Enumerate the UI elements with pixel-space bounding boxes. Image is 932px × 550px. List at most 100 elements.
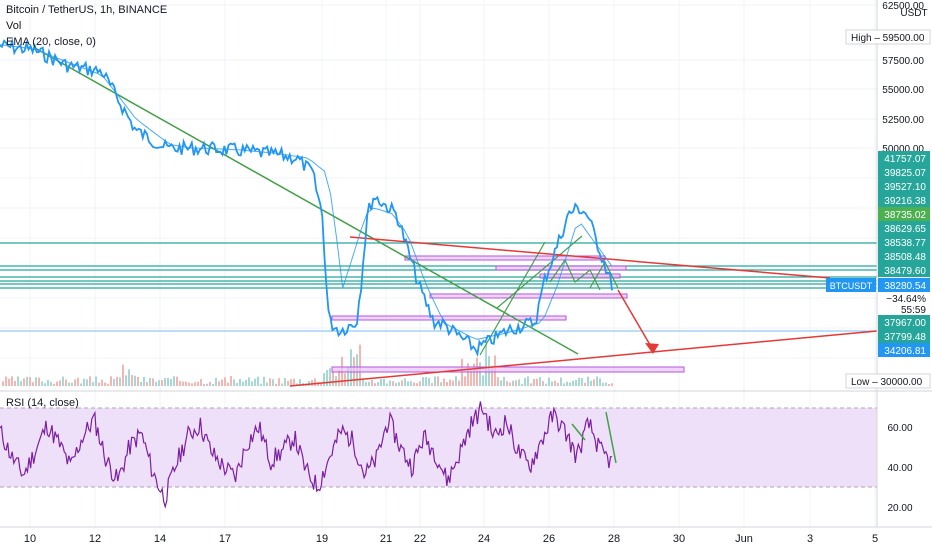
volume-bar [569,382,571,386]
volume-bar [386,383,388,386]
volume-bar [590,380,592,386]
volume-label: Vol [6,20,22,32]
volume-bar [401,380,403,386]
svg-text:39825.07: 39825.07 [884,168,926,179]
rsi-tick-label: 60.00 [887,423,912,434]
volume-bar [320,383,322,386]
volume-bar [383,378,385,386]
svg-text:38735.02: 38735.02 [884,210,926,221]
volume-bar [131,374,133,386]
volume-bar [605,382,607,386]
volume-bar [449,379,451,386]
volume-bar [185,381,187,386]
time-axis: 10 12 14 17 19 21 22 24 26 28 30 Jun 3 5 [24,533,878,545]
volume-bar [332,371,334,386]
price-tick-label: 62500.00 [882,1,924,12]
volume-bar [440,382,442,386]
volume-bar [347,366,349,386]
range-box [331,315,567,321]
volume-bar [527,376,529,386]
volume-bar [407,381,409,386]
volume-bar [2,381,4,386]
volume-bar [557,382,559,386]
volume-bar [416,383,418,386]
volume-bar [359,344,361,386]
volume-bar [329,368,331,386]
volume-bar [23,378,25,386]
symbol-title: Bitcoin / TetherUS, 1h, BINANCE [6,4,168,16]
svg-text:38538.77: 38538.77 [884,238,926,249]
volume-bar [203,383,205,386]
volume-bar [230,376,232,386]
volume-bar [284,378,286,386]
volume-bar [44,383,46,386]
volume-bar [218,381,220,386]
price-axis: 62500.00 57500.00 55000.00 52500.00 50000.00… [845,1,931,389]
volume-bar [98,382,100,386]
price-tick-label: 52500.00 [882,115,924,126]
volume-bar [143,376,145,386]
volume-bar [314,378,316,386]
volume-bar [194,382,196,386]
volume-bar [161,380,163,386]
svg-text:38508.48: 38508.48 [884,252,926,263]
volume-bar [545,383,547,386]
time-tick-label: 10 [24,533,36,545]
svg-text:37967.00: 37967.00 [884,318,926,329]
volume-bar [521,383,523,386]
volume-bar [32,382,34,386]
volume-bar [470,371,472,386]
volume-bar [59,380,61,386]
volume-bar [536,378,538,386]
volume-bar [92,382,94,386]
time-tick-label: 22 [414,533,426,545]
range-box [404,255,606,261]
volume-bar [233,379,235,386]
volume-bar [140,382,142,386]
volume-bar [14,380,16,386]
volume-bar [89,376,91,386]
range-box [429,293,628,299]
volume-bar [170,379,172,386]
volume-bar [479,362,481,386]
volume-bar [182,381,184,386]
volume-bar [146,382,148,386]
time-tick-label: 19 [316,533,328,545]
volume-bar [374,383,376,386]
volume-bar [290,379,292,386]
time-tick-label: 24 [478,533,490,545]
volume-bar [272,379,274,386]
price-tag: 38629.65 [878,221,930,235]
volume-bar [446,381,448,386]
volume-bar [542,381,544,386]
price-tick-label: 55000.00 [882,85,924,96]
volume-bar [419,381,421,386]
volume-bar [191,383,193,386]
volume-bar [224,377,226,386]
volume-bar [338,369,340,386]
svg-text:38479.60: 38479.60 [884,266,926,277]
volume-bar [281,383,283,386]
volume-bar [398,382,400,386]
time-tick-label: 14 [154,533,166,545]
green-pattern [549,258,601,291]
time-tick-label: 21 [380,533,392,545]
time-tick-label: 5 [872,533,878,545]
volume-bar [431,383,433,386]
green-pattern-2 [589,260,619,289]
svg-text:37799.48: 37799.48 [884,332,926,343]
volume-bar [263,376,265,386]
high-tag: High – 59500.00 [845,29,931,45]
volume-bar [587,376,589,386]
volume-bar [212,383,214,386]
volume-bar [266,382,268,386]
volume-bar [128,369,130,386]
volume-bar [563,383,565,386]
volume-bar [455,376,457,386]
rsi-line [0,401,612,509]
volume-bar [299,379,301,386]
volume-bar [599,378,601,386]
volume-bar [377,382,379,386]
time-tick-label: 28 [608,533,620,545]
green-channel-2 [496,235,583,309]
